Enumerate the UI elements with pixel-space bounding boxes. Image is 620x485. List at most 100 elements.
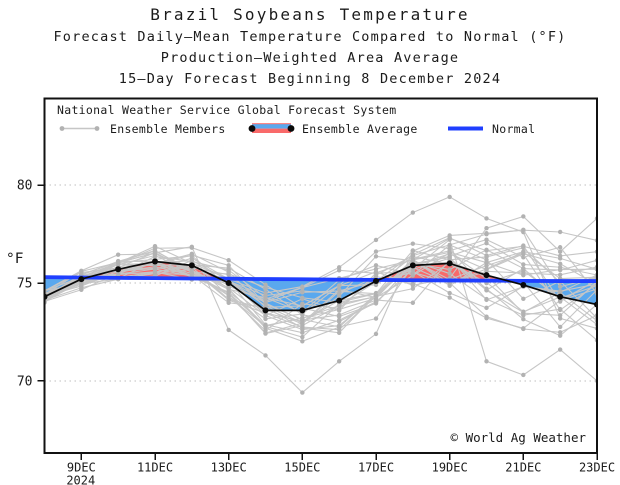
legend-average-swatch-red2 xyxy=(252,128,291,133)
ensemble-member-dot xyxy=(189,245,195,250)
ensemble-average-dot xyxy=(262,307,269,314)
ensemble-member-dot xyxy=(447,283,452,288)
ensemble-member-dot xyxy=(263,293,268,298)
ensemble-member-dot xyxy=(373,293,379,298)
ensemble-member-dot xyxy=(373,282,379,288)
ensemble-member-dot xyxy=(557,347,563,352)
ensemble-average-dot xyxy=(483,272,490,279)
ensemble-member-dot xyxy=(521,249,526,254)
normal-series xyxy=(44,275,597,283)
ensemble-member-line xyxy=(44,255,597,325)
ensemble-member-dot xyxy=(300,317,305,323)
ensemble-member-dot xyxy=(557,324,563,330)
ensemble-member-dot xyxy=(226,327,231,333)
ensemble-member-dot xyxy=(557,229,563,235)
ensemble-member-dot xyxy=(484,241,489,246)
ensemble-member-line xyxy=(44,243,597,322)
ensemble-member-dot xyxy=(152,243,158,249)
x-tick-label: 13DEC xyxy=(211,460,247,474)
ensemble-member-dot xyxy=(410,300,416,305)
ensemble-member-dot xyxy=(447,290,452,296)
ensemble-average-dot xyxy=(115,266,122,273)
ensemble-member-dot xyxy=(226,258,231,263)
ensemble-member-line xyxy=(44,253,597,328)
ensemble-member-dot xyxy=(447,295,452,300)
legend-member-dot xyxy=(59,126,65,131)
ensemble-member-dot xyxy=(557,313,563,318)
ensemble-member-dot xyxy=(557,284,563,289)
legend-heading: National Weather Service Global Forecast… xyxy=(57,103,397,117)
ensemble-member-dot xyxy=(336,291,342,297)
ensemble-average-dot xyxy=(188,262,195,269)
ensemble-member-dot xyxy=(521,313,526,318)
ensemble-member-dot xyxy=(373,331,379,337)
ensemble-average-dot xyxy=(409,262,416,269)
ensemble-member-dot xyxy=(410,241,416,246)
ensemble-member-dot xyxy=(521,326,526,331)
ensemble-member-dot xyxy=(300,390,305,395)
y-axis-unit: °F xyxy=(6,251,23,267)
ensemble-member-dot xyxy=(189,251,195,257)
ensemble-member-dot xyxy=(263,282,268,287)
ensemble-member-dot xyxy=(521,244,526,249)
plot-border xyxy=(43,97,598,454)
ensemble-member-dot xyxy=(521,296,526,302)
ensemble-member-dot xyxy=(263,296,268,302)
ensemble-average-dot xyxy=(446,260,453,267)
ensemble-average-dot xyxy=(557,293,564,300)
ensemble-member-dot xyxy=(373,249,379,254)
ensemble-member-dot xyxy=(373,254,379,259)
ensemble-member-dot xyxy=(484,260,489,265)
ensemble-member-line xyxy=(44,196,597,329)
ensemble-average-dot xyxy=(336,297,343,304)
ensemble-member-dot xyxy=(373,266,379,272)
ensemble-member-dot xyxy=(336,318,342,323)
y-tick-label: 70 xyxy=(17,374,33,389)
ensemble-member-dot xyxy=(226,289,231,295)
ensemble-member-dot xyxy=(336,283,342,288)
ensemble-member-dot xyxy=(263,323,268,328)
ensemble-member-dot xyxy=(300,339,305,344)
ensemble-member-line xyxy=(44,251,597,322)
ensemble-member-dot xyxy=(447,194,452,200)
ensemble-member-dot xyxy=(373,297,379,303)
ensemble-member-dot xyxy=(226,263,231,268)
ensemble-member-dot xyxy=(263,313,268,318)
ensemble-member-dot xyxy=(115,260,121,266)
ensemble-member-dot xyxy=(300,303,305,309)
ensemble-member-dot xyxy=(557,267,563,273)
ensemble-member-dot xyxy=(226,285,231,290)
ensemble-member-dot xyxy=(521,214,526,219)
fill-below-normal xyxy=(44,277,87,297)
x-tick-label: 11DEC xyxy=(137,460,173,474)
ensemble-member-dot xyxy=(226,300,231,305)
ensemble-member-dot xyxy=(447,267,452,272)
ensemble-member-dot xyxy=(79,287,84,292)
ensemble-member-dot xyxy=(557,316,563,321)
ensemble-member-dot xyxy=(336,359,342,364)
ensemble-member-dot xyxy=(557,299,563,304)
ensemble-member-dot xyxy=(300,334,305,340)
ensemble-member-dot xyxy=(336,307,342,312)
ensemble-member-dot xyxy=(373,274,379,279)
ensemble-member-dot xyxy=(484,266,489,272)
ensemble-member-dot xyxy=(521,372,526,378)
ensemble-member-dot xyxy=(300,327,305,332)
legend-normal-label: Normal xyxy=(492,122,535,136)
ensemble-member-dot xyxy=(373,263,379,268)
ensemble-member-dot xyxy=(410,286,416,291)
ensemble-member-dot xyxy=(152,270,158,276)
ensemble-member-dot xyxy=(521,266,526,271)
ensemble-member-dot xyxy=(263,328,268,333)
ensemble-member-dot xyxy=(410,210,416,215)
ensemble-average-series xyxy=(44,258,597,314)
ensemble-member-dot xyxy=(152,251,158,257)
normal-line xyxy=(44,275,597,283)
ensemble-member-dot xyxy=(484,315,489,321)
legend-average-dot xyxy=(287,125,295,132)
legend-member-dot xyxy=(94,126,100,131)
ensemble-member-dot xyxy=(410,248,416,253)
ensemble-member-dot xyxy=(336,303,342,308)
